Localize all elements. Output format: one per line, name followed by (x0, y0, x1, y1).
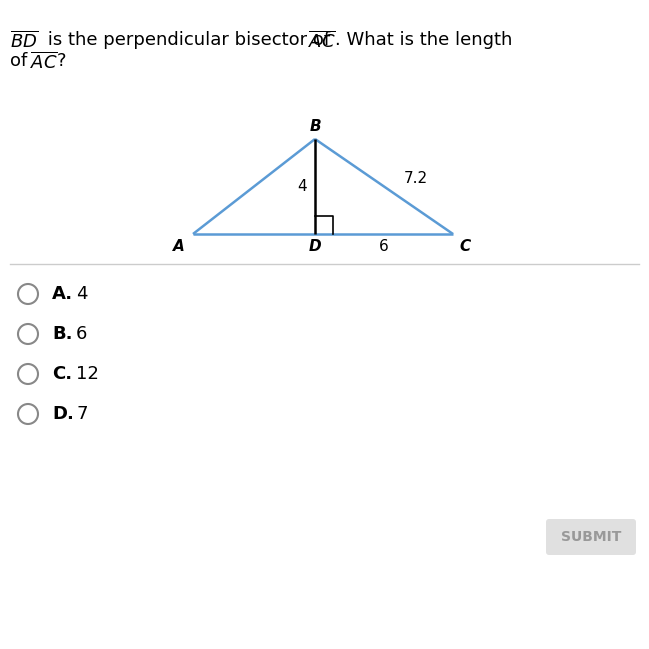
Text: B.: B. (52, 325, 73, 343)
Text: C.: C. (52, 365, 72, 383)
Text: 7.2: 7.2 (404, 171, 428, 186)
Text: SUBMIT: SUBMIT (561, 530, 621, 544)
Text: $\overline{AC}$: $\overline{AC}$ (308, 31, 336, 52)
Text: is the perpendicular bisector of: is the perpendicular bisector of (42, 31, 336, 49)
Text: 4: 4 (76, 285, 88, 303)
FancyBboxPatch shape (546, 519, 636, 555)
Text: 4: 4 (297, 179, 307, 194)
Text: 12: 12 (76, 365, 99, 383)
Text: A.: A. (52, 285, 73, 303)
Text: A: A (173, 239, 185, 254)
Text: $\overline{AC}$: $\overline{AC}$ (30, 52, 58, 73)
Text: B: B (309, 119, 321, 134)
Text: ?: ? (57, 52, 66, 70)
Text: 7: 7 (76, 405, 88, 423)
Text: . What is the length: . What is the length (335, 31, 512, 49)
Text: 6: 6 (379, 239, 389, 254)
Text: C: C (459, 239, 471, 254)
Text: D: D (309, 239, 321, 254)
Text: of: of (10, 52, 33, 70)
Text: $\overline{BD}$: $\overline{BD}$ (10, 31, 38, 52)
Text: 6: 6 (76, 325, 88, 343)
Text: D.: D. (52, 405, 74, 423)
